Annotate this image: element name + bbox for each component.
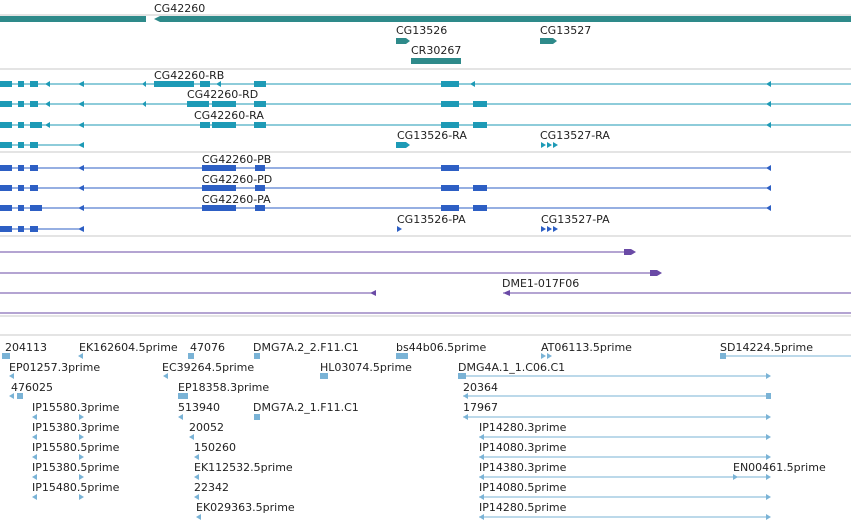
est-label: IP15580.3prime [32, 401, 120, 414]
est-label: 476025 [11, 381, 53, 394]
transcript-label-cg13526-ra: CG13526-RA [397, 129, 467, 142]
est-label: 22342 [194, 481, 229, 494]
est-label: IP14280.3prime [479, 421, 567, 434]
transcript-row[interactable]: CG13526-RA CG13527-RA [0, 129, 610, 148]
protein-row[interactable]: CG42260-PA [0, 193, 771, 211]
est-row[interactable]: EK029363.5prime IP14280.5prime [196, 501, 771, 520]
est-label: 204113 [5, 341, 47, 354]
est-label: EN00461.5prime [733, 461, 826, 474]
est-label: EK112532.5prime [194, 461, 293, 474]
clone-row[interactable]: DME1-017F06 [0, 277, 851, 296]
gene-label-cg13526: CG13526 [396, 24, 447, 37]
est-row[interactable]: 476025 EP18358.3prime 20364 [9, 381, 771, 399]
est-label: EK029363.5prime [196, 501, 295, 514]
transcript-row[interactable]: CG42260-RA [0, 109, 851, 128]
est-label: 47076 [190, 341, 225, 354]
est-label: EK162604.5prime [79, 341, 178, 354]
transcript-row[interactable]: CG42260-RB [0, 69, 851, 87]
est-label: 20052 [189, 421, 224, 434]
clone-row[interactable] [0, 270, 662, 276]
transcript-label-rb: CG42260-RB [154, 69, 224, 82]
protein-track: CG42260-PB CG42260-PD [0, 153, 771, 232]
est-label: IP15580.5prime [32, 441, 120, 454]
gene-label-cr30267: CR30267 [411, 44, 461, 57]
est-label: IP15380.3prime [32, 421, 120, 434]
transcript-label-rd: CG42260-RD [187, 88, 258, 101]
protein-row[interactable]: CG42260-PD [0, 173, 771, 191]
clone-label-dme1-017f06: DME1-017F06 [502, 277, 579, 290]
gene-feature-cg42260[interactable]: CG42260 [0, 2, 851, 22]
est-label: 17967 [463, 401, 498, 414]
est-label: IP14380.3prime [479, 461, 567, 474]
est-row[interactable]: IP15580.3prime 513940 DMG7A.2_1.F11.C1 1… [32, 401, 771, 420]
est-label: DMG7A.2_2.F11.C1 [253, 341, 359, 354]
transcript-track: CG42260-RB CG42260-RD [0, 69, 851, 148]
protein-row[interactable]: CG13526-PA CG13527-PA [0, 213, 610, 232]
est-label: IP14280.5prime [479, 501, 567, 514]
est-row[interactable]: IP15580.5prime 150260 IP14080.3prime [32, 441, 771, 460]
gene-track: CG42260 CG13526 CG13527 CR30267 [0, 2, 851, 64]
est-label: DMG7A.2_1.F11.C1 [253, 401, 359, 414]
clone-row[interactable] [0, 249, 636, 255]
clone-track: DME1-017F06 [0, 249, 851, 314]
protein-label-cg13527-pa: CG13527-PA [541, 213, 610, 226]
gene-feature-cr30267[interactable]: CR30267 [411, 44, 461, 64]
gene-feature-cg13526[interactable]: CG13526 [396, 24, 447, 44]
est-row[interactable]: EP01257.3prime EC39264.5prime HL03074.5p… [9, 361, 771, 379]
protein-label-pa: CG42260-PA [202, 193, 271, 206]
est-label: IP14080.3prime [479, 441, 567, 454]
est-label: SD14224.5prime [720, 341, 813, 354]
est-label: 20364 [463, 381, 498, 394]
gene-label-cg13527: CG13527 [540, 24, 591, 37]
transcript-label-ra: CG42260-RA [194, 109, 264, 122]
est-label: IP14080.5prime [479, 481, 567, 494]
protein-label-pd: CG42260-PD [202, 173, 272, 186]
transcript-row[interactable]: CG42260-RD [0, 88, 851, 107]
gene-label-cg42260: CG42260 [154, 2, 205, 15]
est-label: EP18358.3prime [178, 381, 269, 394]
est-row[interactable]: 204113 EK162604.5prime 47076 DMG7A.2_2.F… [2, 341, 851, 359]
est-label: HL03074.5prime [320, 361, 412, 374]
est-label: EP01257.3prime [9, 361, 100, 374]
est-label: 150260 [194, 441, 236, 454]
est-track: 204113 EK162604.5prime 47076 DMG7A.2_2.F… [2, 341, 851, 520]
est-label: AT06113.5prime [541, 341, 632, 354]
est-label: DMG4A.1_1.C06.C1 [458, 361, 565, 374]
protein-row[interactable]: CG42260-PB [0, 153, 771, 171]
est-row[interactable]: IP15380.3prime 20052 IP14280.3prime [32, 421, 771, 440]
est-label: bs44b06.5prime [396, 341, 486, 354]
transcript-label-cg13527-ra: CG13527-RA [540, 129, 610, 142]
protein-label-cg13526-pa: CG13526-PA [397, 213, 466, 226]
est-row[interactable]: IP15380.5prime EK112532.5prime IP14380.3… [32, 461, 826, 480]
est-label: IP15380.5prime [32, 461, 120, 474]
est-label: 513940 [178, 401, 220, 414]
est-label: EC39264.5prime [162, 361, 254, 374]
est-label: IP15480.5prime [32, 481, 120, 494]
protein-label-pb: CG42260-PB [202, 153, 271, 166]
est-row[interactable]: IP15480.5prime 22342 IP14080.5prime [32, 481, 771, 500]
gene-feature-cg13527[interactable]: CG13527 [540, 24, 591, 44]
